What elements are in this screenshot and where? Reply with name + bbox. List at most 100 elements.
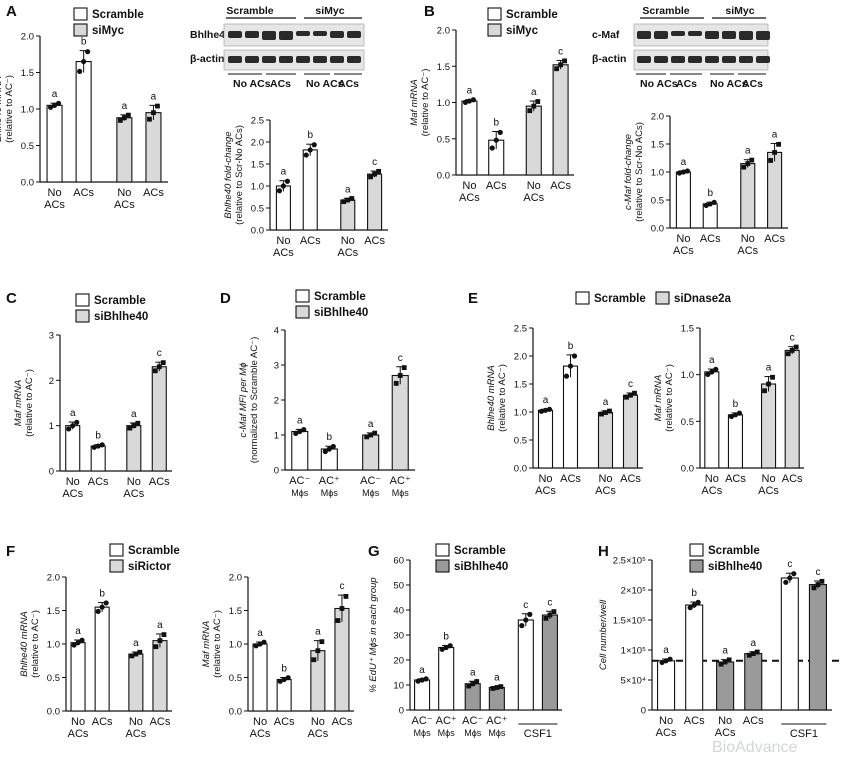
data-point xyxy=(722,659,728,665)
data-point xyxy=(419,677,425,683)
data-point xyxy=(474,679,480,684)
legend-swatch xyxy=(487,23,502,37)
data-point xyxy=(527,108,533,114)
blot-a-header-simyc: siMyc xyxy=(315,5,344,17)
bar xyxy=(414,679,431,711)
panel-letter-e: E xyxy=(468,290,478,307)
data-point xyxy=(535,99,541,104)
y-tick-label: 0.0 xyxy=(681,464,694,475)
western-blot-a: Scramble siMyc Bhlhe40 β-actin No ACs AC… xyxy=(190,5,365,90)
x-tick-label-line: AC⁻ xyxy=(462,715,483,727)
bar xyxy=(438,646,455,711)
legend-label: siBhlhe40 xyxy=(94,311,148,323)
x-tick-label: ACs xyxy=(150,716,171,728)
x-tick-label: AC⁻ Mϕs xyxy=(412,715,433,738)
x-tick-label-line: No xyxy=(117,187,131,199)
x-tick-label: No ACs xyxy=(715,715,736,739)
bar xyxy=(75,60,92,183)
x-tick-label-line: No xyxy=(705,473,719,485)
y-tick-label: 4 xyxy=(274,326,279,337)
significance-letter: b xyxy=(99,588,105,599)
y-tick-label: 0 xyxy=(641,706,646,717)
y-tick-label: 2.0 xyxy=(651,112,664,123)
legend-label: siBhlhe40 xyxy=(314,307,368,319)
x-tick-label-line: Mϕs xyxy=(438,728,456,738)
y-tick-label: 5×10⁴ xyxy=(621,676,646,687)
significance-letter: a xyxy=(467,86,473,97)
blot-a-lane-4: ACs xyxy=(338,78,359,90)
x-tick-label-line: ACs xyxy=(715,727,736,739)
bar xyxy=(488,686,505,711)
x-tick-label-line: Mϕs xyxy=(321,488,339,498)
x-tick-label-line: ACs xyxy=(250,728,271,740)
y-axis-label: Bhlhe40 fold-change(relative to Scr-No A… xyxy=(223,125,245,225)
data-point xyxy=(127,425,133,431)
y-axis-label-line: (relative to AC⁻) xyxy=(212,610,223,678)
x-tick-label: ACs xyxy=(92,716,113,728)
data-point xyxy=(322,448,328,455)
blot-band xyxy=(296,31,310,36)
x-tick-label: No ACs xyxy=(307,716,328,740)
data-point xyxy=(466,683,472,689)
data-point xyxy=(599,411,604,417)
y-tick-label: 30 xyxy=(393,631,404,642)
x-tick-label-line: ACs xyxy=(73,187,94,199)
x-tick-label-line: ACs xyxy=(725,473,746,485)
blot-band xyxy=(637,31,651,39)
blot-band xyxy=(347,31,361,38)
x-tick-label-line: ACs xyxy=(700,233,721,245)
x-tick-label-line: AC⁻ xyxy=(360,475,381,487)
data-point xyxy=(77,68,83,75)
x-tick-label: ACs xyxy=(149,476,170,488)
blot-band-actin xyxy=(228,56,242,63)
data-point xyxy=(667,656,673,662)
x-tick-label-line: AC⁺ xyxy=(436,715,457,727)
significance-letter: b xyxy=(95,431,101,442)
data-point xyxy=(489,145,495,151)
legend-swatch xyxy=(73,7,88,21)
blot-a-membrane-1 xyxy=(223,23,365,47)
x-tick-label-line: ACs xyxy=(88,476,109,488)
bar xyxy=(252,643,268,712)
data-point xyxy=(750,651,756,656)
bar xyxy=(675,171,691,229)
bar xyxy=(780,577,799,711)
bar xyxy=(517,619,534,711)
x-tick-label-line: No xyxy=(66,476,80,488)
data-point xyxy=(285,675,291,681)
bar xyxy=(116,117,133,183)
bar xyxy=(334,607,350,712)
data-point xyxy=(341,199,347,205)
x-tick-label-line: ACs xyxy=(150,716,171,728)
data-point xyxy=(787,575,793,581)
blot-b-row-actin: β-actin xyxy=(592,53,626,65)
x-tick-label: ACs xyxy=(550,180,571,192)
x-tick-label: ACs xyxy=(764,233,785,245)
significance-letter: a xyxy=(722,646,728,657)
x-tick-label: No ACs xyxy=(656,715,677,739)
data-point xyxy=(523,617,529,623)
y-tick-label: 1×10⁵ xyxy=(621,646,646,657)
bar xyxy=(767,151,783,229)
significance-letter: a xyxy=(766,363,772,374)
data-point xyxy=(71,642,77,648)
data-point xyxy=(51,102,58,108)
x-tick-label: ACs xyxy=(364,235,385,247)
data-point xyxy=(151,110,156,116)
data-point xyxy=(284,178,291,184)
x-tick-label-line: ACs xyxy=(114,199,135,211)
x-tick-label: AC⁺ Mϕs xyxy=(486,715,507,738)
data-point xyxy=(527,611,533,617)
bar xyxy=(461,100,478,176)
blot-band-actin xyxy=(262,56,276,63)
data-point xyxy=(497,129,503,135)
data-point xyxy=(368,174,373,180)
y-axis-label-line: (relative to Scr-No ACs) xyxy=(634,122,645,222)
significance-letter: a xyxy=(52,89,58,100)
panel-letter-c: C xyxy=(6,290,17,307)
y-axis-label: Bhlhe40 mRNA(relative to AC⁻) xyxy=(486,364,508,432)
blot-band-actin xyxy=(722,56,736,63)
y-tick-label: 1.5×10⁵ xyxy=(613,616,646,627)
data-point xyxy=(349,196,355,201)
y-tick-label: 50 xyxy=(393,581,404,592)
